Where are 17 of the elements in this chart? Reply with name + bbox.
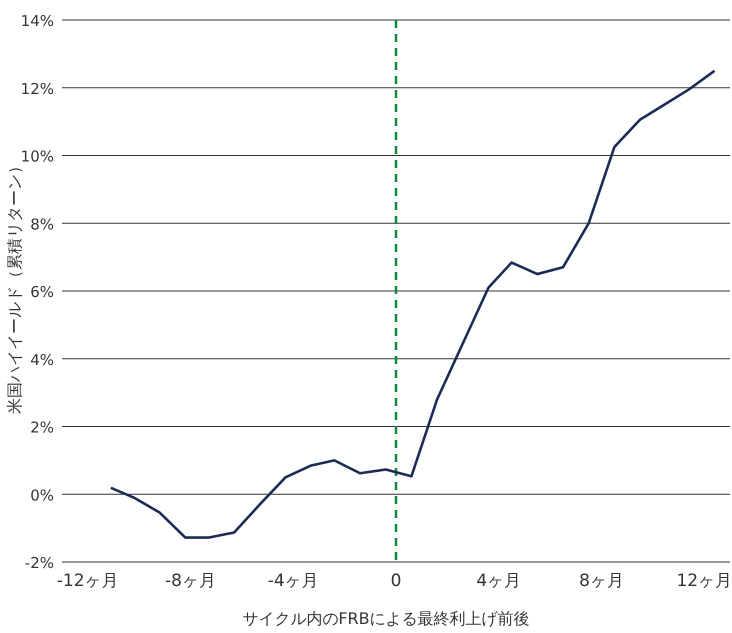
y-tick-label: 6%: [30, 283, 54, 301]
line-series: [110, 70, 716, 539]
y-tick-label: 8%: [30, 215, 54, 234]
x-tick-label: 12ヶ月: [676, 571, 732, 591]
x-tick-label: -4ヶ月: [268, 571, 319, 591]
y-tick-label: 0%: [30, 486, 54, 504]
y-tick-label: 14%: [20, 12, 54, 30]
y-tick-label: -2%: [24, 554, 54, 572]
x-tick-label: -12ヶ月: [56, 571, 119, 591]
y-tick-label: 2%: [30, 418, 54, 436]
x-tick-label: -8ヶ月: [164, 571, 216, 591]
y-tick-label: 4%: [30, 350, 54, 369]
x-tick-label: 8ヶ月: [579, 571, 624, 591]
x-tick-label: 4ヶ月: [476, 571, 522, 591]
x-axis-title: サイクル内のFRBによる最終利上げ前後: [242, 609, 530, 628]
x-tick-label: 0: [390, 571, 402, 591]
y-tick-label: 12%: [20, 80, 54, 98]
